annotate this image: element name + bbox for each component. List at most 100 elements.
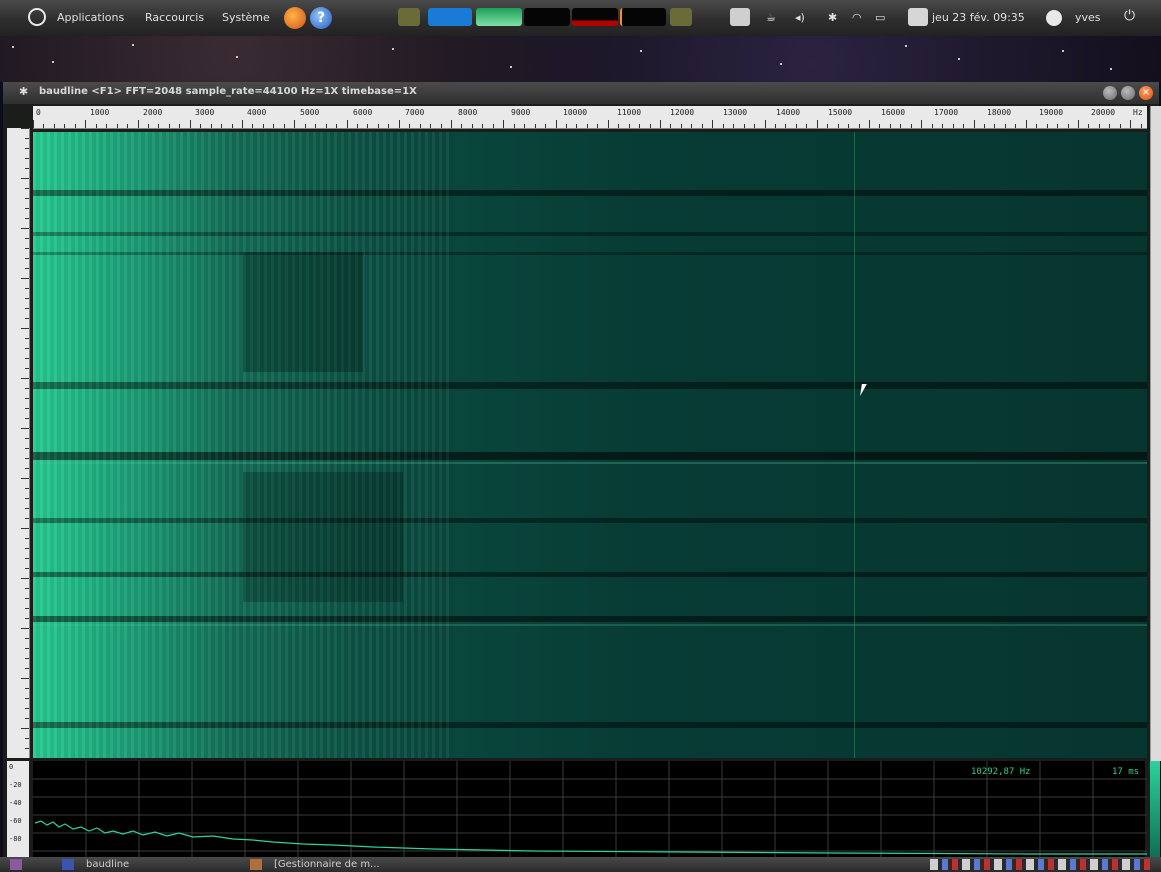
time-ruler-tick (25, 388, 29, 389)
time-ruler-tick (25, 458, 29, 459)
ruler-tick (994, 124, 996, 128)
system-monitor-icon[interactable] (398, 8, 420, 26)
ruler-tick (377, 124, 379, 128)
ruler-tick (1078, 120, 1079, 128)
time-ruler-tick (25, 748, 29, 749)
firefox-icon[interactable] (284, 7, 306, 29)
spectrum-display[interactable]: 10292,87 Hz 17 ms (33, 761, 1147, 857)
time-ruler-tick (25, 198, 29, 199)
display-icon[interactable] (730, 8, 750, 26)
ruler-tick (210, 124, 212, 128)
ruler-tick (795, 124, 797, 128)
ruler-tick (461, 124, 463, 128)
frequency-readout: 10292,87 Hz (971, 767, 1031, 777)
time-ruler-tick (21, 528, 29, 529)
spectrogram-scrollbar[interactable] (1150, 106, 1161, 761)
time-ruler-tick (21, 328, 29, 329)
window-titlebar[interactable]: ✱ baudline <F1> FFT=2048 sample_rate=441… (3, 82, 1159, 104)
ruler-tick (931, 124, 933, 128)
time-ruler-tick (25, 158, 29, 159)
user-name[interactable]: yves (1075, 11, 1101, 24)
ruler-tick (168, 124, 170, 128)
ruler-tick (973, 120, 975, 128)
taskbar-item-file-manager[interactable]: [Gestionnaire de m... (274, 859, 380, 870)
ruler-tick (983, 124, 985, 128)
time-ruler-tick (25, 538, 29, 539)
wifi-icon[interactable]: ◠ (852, 11, 862, 24)
ruler-label-17000: 17000 (934, 108, 959, 117)
time-ruler (7, 128, 30, 758)
ruler-tick (33, 120, 34, 128)
ruler-tick (565, 124, 567, 128)
mail-icon[interactable]: ☕ (766, 11, 776, 24)
ruler-tick (963, 124, 965, 128)
ruler-tick (816, 120, 818, 128)
time-ruler-tick (25, 308, 29, 309)
ruler-tick (503, 120, 505, 128)
time-ruler-tick (25, 188, 29, 189)
ruler-tick (848, 124, 850, 128)
drive-icon[interactable] (908, 8, 928, 26)
time-ruler-tick (25, 358, 29, 359)
taskbar-item-baudline[interactable]: baudline (86, 859, 130, 870)
ruler-tick (576, 124, 578, 128)
time-ruler-tick (21, 228, 29, 229)
ruler-tick (231, 124, 233, 128)
ruler-tick (325, 124, 327, 128)
ruler-label-7000: 7000 (405, 108, 425, 117)
time-ruler-tick (21, 678, 29, 679)
ruler-tick (607, 120, 609, 128)
minimize-button[interactable] (1103, 86, 1117, 100)
power-icon[interactable]: ⏻ (1124, 8, 1136, 24)
time-ruler-tick (25, 588, 29, 589)
volume-icon[interactable]: ◂) (795, 11, 805, 24)
ruler-tick (712, 120, 714, 128)
ruler-label-20000: 20000 (1091, 108, 1116, 117)
time-ruler-tick (25, 548, 29, 549)
ruler-tick (346, 120, 348, 128)
menu-systeme[interactable]: Système (222, 11, 270, 24)
time-ruler-tick (25, 398, 29, 399)
scale-60: -60 (9, 817, 22, 825)
tray-icons[interactable] (930, 859, 1150, 870)
network-monitor[interactable] (524, 8, 570, 26)
help-icon[interactable]: ? (310, 7, 332, 29)
time-ruler-tick (25, 698, 29, 699)
menu-raccourcis[interactable]: Raccourcis (145, 11, 205, 24)
ruler-tick (221, 124, 223, 128)
battery-icon[interactable]: ▭ (875, 11, 886, 24)
battery-monitor-icon[interactable] (670, 8, 692, 26)
menu-applications[interactable]: Applications (57, 11, 125, 24)
load-monitor[interactable] (620, 8, 666, 26)
spectrogram[interactable] (33, 132, 1147, 758)
ruler-tick (262, 124, 264, 128)
show-desktop-icon[interactable] (10, 859, 22, 870)
bluetooth-icon[interactable]: ✱ (828, 11, 838, 24)
memory-monitor[interactable] (476, 8, 522, 26)
ruler-tick (513, 124, 515, 128)
time-readout: 17 ms (1112, 767, 1140, 777)
scale-40: -40 (9, 799, 22, 807)
swap-monitor[interactable] (572, 8, 618, 26)
ruler-tick (304, 124, 306, 128)
time-ruler-tick (25, 498, 29, 499)
ruler-tick (900, 124, 902, 128)
clock[interactable]: jeu 23 fév. 09:35 (932, 11, 1025, 24)
time-ruler-tick (25, 718, 29, 719)
maximize-button[interactable] (1121, 86, 1135, 100)
ruler-tick (827, 124, 829, 128)
user-avatar-icon[interactable] (1046, 10, 1062, 26)
time-ruler-tick (25, 208, 29, 209)
ruler-label-12000: 12000 (670, 108, 695, 117)
cpu-monitor[interactable] (428, 8, 472, 26)
ruler-tick (869, 120, 870, 128)
close-button[interactable]: × (1139, 86, 1153, 100)
window-menu-icon[interactable]: ✱ (19, 85, 29, 98)
ruler-label-6000: 6000 (353, 108, 373, 117)
time-ruler-tick (25, 658, 29, 659)
time-ruler-tick (25, 218, 29, 219)
ruler-tick (242, 120, 243, 128)
distro-logo-icon[interactable] (28, 8, 46, 26)
time-ruler-tick (21, 578, 29, 579)
ruler-tick (1119, 124, 1121, 128)
